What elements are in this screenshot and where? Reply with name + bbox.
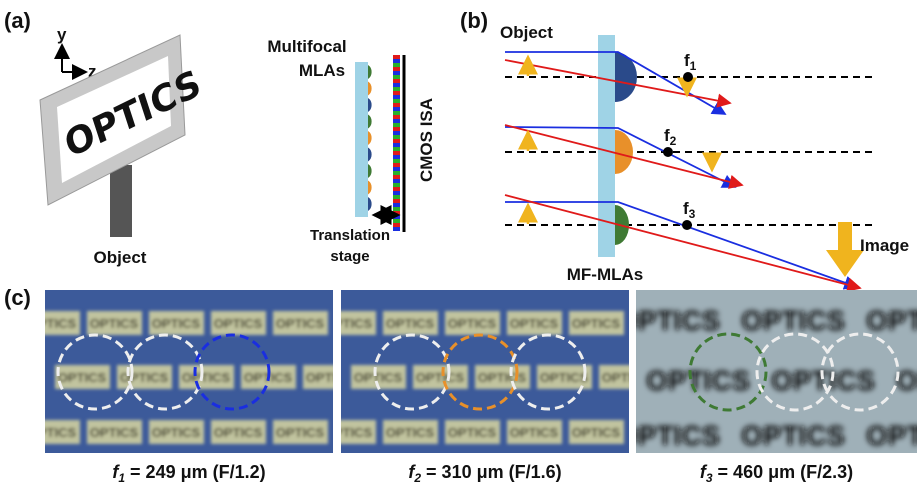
photo-text: OPTICS: [866, 420, 917, 451]
photo-text: OPTICS: [90, 316, 139, 331]
photo-text: OPTICS: [572, 425, 621, 440]
photo-text: OPTICS: [416, 370, 465, 385]
photo-text: OPTICS: [741, 420, 845, 451]
panel-label: (b): [460, 8, 488, 33]
lens: [368, 98, 372, 112]
photo-text: OPTICS: [448, 425, 497, 440]
focal-point: [682, 220, 692, 230]
photo-text: OPTICS: [572, 316, 621, 331]
sign-pole: [110, 165, 132, 237]
lens: [615, 130, 633, 174]
photo-text: OPTICS: [616, 420, 720, 451]
photo: OPTICS OPTICS OPTICS OPTICS OPTICS OPTICS OPTI…: [321, 290, 654, 453]
caption: f1 = 249 μm (F/1.2): [112, 462, 265, 485]
photo-text: OPTICS: [90, 425, 139, 440]
photo-text: OPTICS: [214, 425, 263, 440]
photo-text: OPTICS: [866, 305, 917, 336]
photo-text: OPTICS: [276, 316, 325, 331]
photo-text: OPTICS: [152, 316, 201, 331]
photo-text: OPTICS: [152, 425, 201, 440]
photo-text: OPTICS: [896, 365, 917, 396]
panel-label: (c): [4, 285, 31, 310]
lens: [368, 197, 372, 211]
focal-point: [683, 72, 693, 82]
photo-text: OPTICS: [616, 305, 720, 336]
mla-substrate: [355, 62, 368, 217]
lens: [368, 164, 372, 178]
caption: f2 = 310 μm (F/1.6): [408, 462, 561, 485]
photo-text: OPTICS: [771, 365, 875, 396]
caption: f3 = 460 μm (F/2.3): [700, 462, 853, 485]
axes: [62, 45, 86, 72]
lens: [368, 148, 372, 162]
mla-label: MF-MLAs: [567, 265, 643, 284]
photo: OPTICS OPTICS OPTICS OPTICS OPTICS OPTICS OPTI…: [25, 290, 358, 453]
photo-text: OPTICS: [276, 425, 325, 440]
photo-text: OPTICS: [741, 305, 845, 336]
photo-text: OPTICS: [478, 370, 527, 385]
rays: [505, 52, 860, 288]
photo-text: OPTICS: [510, 425, 559, 440]
object-label: Object: [500, 23, 553, 42]
photo: OPTICS OPTICS OPTICS OPTICS OPTICS OPTICS OPTI…: [616, 290, 917, 453]
photo-text: OPTICS: [386, 425, 435, 440]
photo-text: OPTICS: [182, 370, 231, 385]
sensor-label: CMOS ISA: [417, 98, 436, 182]
panel-label: (a): [4, 8, 31, 33]
focal-label: f2: [664, 126, 677, 148]
figure: (a) y z OPTICS Object MultifocalMLAs CMO…: [0, 0, 917, 489]
image-label: Image: [860, 236, 909, 255]
photo-text: OPTICS: [448, 316, 497, 331]
focal-point: [663, 147, 673, 157]
photo-text: OPTICS: [386, 316, 435, 331]
object-label: Object: [94, 248, 147, 267]
photo-text: OPTICS: [540, 370, 589, 385]
photo-text: OPTICS: [214, 316, 263, 331]
lens: [368, 115, 372, 129]
lens: [615, 52, 637, 102]
photo-text: OPTICS: [28, 316, 77, 331]
lens: [368, 65, 372, 79]
photo-text: OPTICS: [58, 370, 107, 385]
axis-label: y: [57, 25, 67, 44]
focal-label: f1: [684, 51, 697, 73]
image-arrow: [826, 222, 864, 277]
photo-text: OPTICS: [510, 316, 559, 331]
lens: [368, 131, 372, 145]
photo-text: OPTICS: [646, 365, 750, 396]
lens: [368, 181, 372, 195]
focal-label: f3: [683, 199, 696, 221]
lens: [368, 82, 372, 96]
photo-text: OPTICS: [28, 425, 77, 440]
